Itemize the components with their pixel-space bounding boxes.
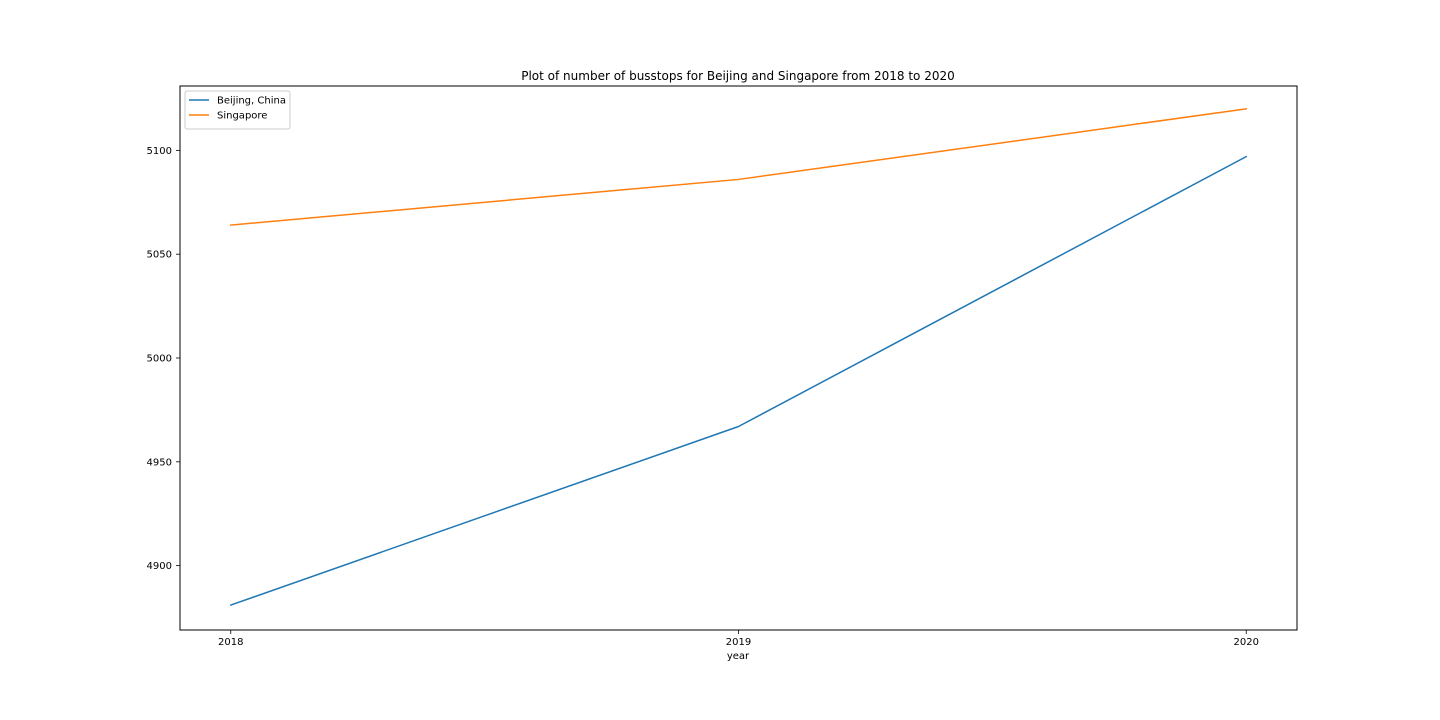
series-layer <box>229 107 1248 607</box>
legend: Beijing, China Singapore <box>184 90 291 130</box>
legend-box <box>184 90 291 130</box>
x-tick-label: 2020 <box>1234 637 1259 648</box>
y-tick-label: 5050 <box>147 250 172 261</box>
y-tick-label: 4950 <box>147 457 172 468</box>
y-tick-label: 5000 <box>147 354 172 365</box>
legend-label: Singapore <box>217 111 267 122</box>
series-line-1 <box>229 107 1248 226</box>
x-axis: 2018 2019 2020 <box>218 630 1259 648</box>
x-axis-label: year <box>727 651 750 662</box>
series-line-0 <box>229 155 1248 607</box>
legend-label: Beijing, China <box>217 96 286 107</box>
y-tick-label: 4900 <box>147 561 172 572</box>
x-tick-label: 2018 <box>218 637 243 648</box>
x-tick-label: 2019 <box>726 637 751 648</box>
y-axis: 4900 4950 5000 5050 5100 <box>147 146 180 572</box>
y-tick-label: 5100 <box>147 146 172 157</box>
chart-title: Plot of number of busstops for Beijing a… <box>521 69 955 83</box>
